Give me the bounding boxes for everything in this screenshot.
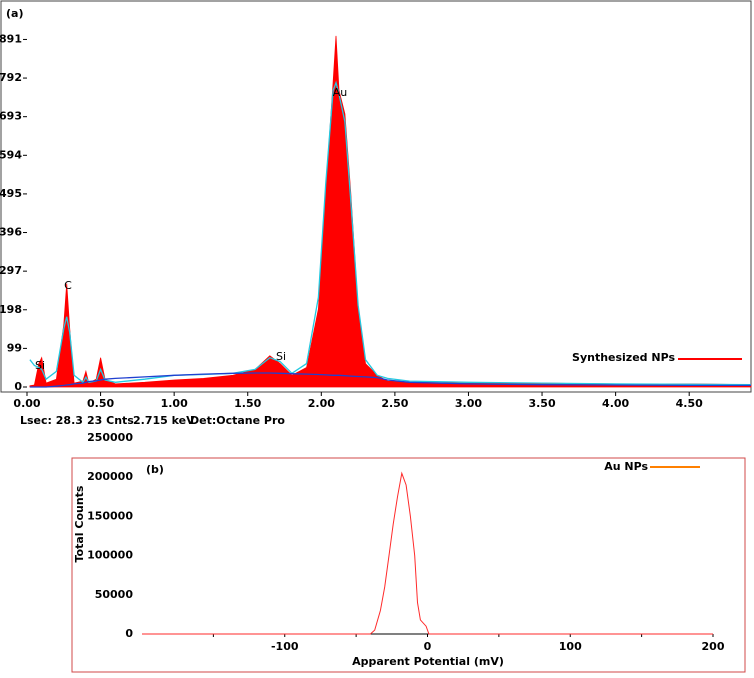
x-tick-label: 4.00 <box>602 397 629 410</box>
y-tick-label: 396 <box>0 226 22 239</box>
x-tick-label: 4.50 <box>676 397 703 410</box>
legend-label: Au NPs <box>604 460 648 473</box>
y-tick-label: 50000 <box>95 588 134 601</box>
footer-text: 2.715 keV <box>133 414 195 427</box>
x-tick-label: 1.00 <box>161 397 188 410</box>
y-tick-label: 0 <box>14 380 22 393</box>
y-tick-label: 693 <box>0 110 22 123</box>
x-tick-label: -100 <box>271 640 299 653</box>
y-tick-label: 150000 <box>87 509 133 522</box>
x-tick-label: 0.00 <box>13 397 40 410</box>
line <box>142 471 713 635</box>
panel-b-frame <box>71 457 746 673</box>
x-tick-label: 3.00 <box>455 397 482 410</box>
peak-label: Au <box>333 86 348 99</box>
x-tick-label: 2.50 <box>381 397 408 410</box>
peak-label: C <box>64 279 72 292</box>
y-tick-label: 495 <box>0 187 22 200</box>
y-tick-label: 891 <box>0 32 22 45</box>
peak-label: Si <box>35 359 45 372</box>
y-tick-label: 200000 <box>87 470 133 483</box>
x-tick-label: 3.50 <box>528 397 555 410</box>
legend-label: Synthesized NPs <box>572 351 675 364</box>
fit-line <box>29 372 751 388</box>
spectrum-area <box>29 35 752 388</box>
y-tick-label: 99 <box>7 341 22 354</box>
x-tick-label: 100 <box>559 640 582 653</box>
y-tick-label: 250000 <box>87 431 133 444</box>
x-axis-label: Apparent Potential (mV) <box>352 655 504 668</box>
y-tick-label: 0 <box>125 627 133 640</box>
x-tick-label: 2.00 <box>308 397 335 410</box>
footer-text: Det:Octane Pro <box>190 414 285 427</box>
fit-line <box>29 80 752 386</box>
footer-text: 23 Cnts <box>87 414 134 427</box>
peak-label: Si <box>276 350 286 363</box>
y-tick-label: 100000 <box>87 549 133 562</box>
y-tick-label: 198 <box>0 303 22 316</box>
y-axis-label: Total Counts <box>73 485 86 562</box>
y-tick-label: 297 <box>0 264 22 277</box>
panel-label: (a) <box>6 7 23 20</box>
y-tick-label: 594 <box>0 148 22 161</box>
x-tick-label: 0 <box>424 640 432 653</box>
y-tick-label: 792 <box>0 71 22 84</box>
x-tick-label: 200 <box>702 640 725 653</box>
panel-label: (b) <box>146 463 164 476</box>
panel-a-frame <box>0 0 752 393</box>
x-tick-label: 0.50 <box>87 397 114 410</box>
x-tick-label: 1.50 <box>234 397 261 410</box>
footer-text: Lsec: 28.3 <box>20 414 83 427</box>
